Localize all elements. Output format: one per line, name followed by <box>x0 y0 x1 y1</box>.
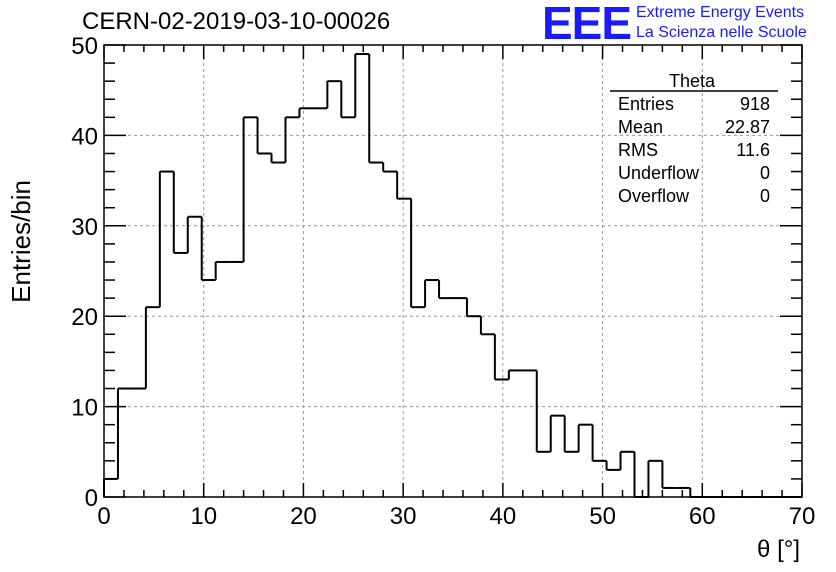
histogram-bin <box>438 280 453 300</box>
y-tick-label: 50 <box>71 33 98 60</box>
histogram-bin <box>396 171 412 200</box>
histogram-bin <box>186 215 202 253</box>
plot-frame <box>103 44 803 498</box>
x-tick-label: 60 <box>689 503 716 530</box>
axis-ticks <box>103 44 803 498</box>
run-title: CERN-02-2019-03-10-00026 <box>82 8 391 35</box>
grid-lines <box>104 44 802 497</box>
histogram-bin <box>605 460 621 471</box>
stats-label: Underflow <box>618 163 700 183</box>
y-tick-label: 30 <box>71 214 98 241</box>
eee-logo: EEE <box>542 0 632 49</box>
y-axis-label: Entries/bin <box>6 180 36 303</box>
logo-subtitle-line1: Extreme Energy Events <box>636 4 805 21</box>
histogram-bin <box>326 80 342 109</box>
histogram-bin <box>116 387 132 479</box>
stats-label: Mean <box>618 117 663 137</box>
histogram-bin <box>368 54 384 164</box>
stats-value: 918 <box>740 94 770 114</box>
histogram-bin <box>382 162 398 173</box>
histogram-bin <box>591 424 607 462</box>
histogram-bin <box>340 81 356 119</box>
stats-title: Theta <box>669 71 716 91</box>
histogram-bin <box>661 460 677 489</box>
histogram-bin <box>465 298 481 318</box>
x-tick-label: 0 <box>97 503 110 530</box>
y-tick-label: 20 <box>71 304 98 331</box>
x-tick-label: 20 <box>290 503 317 530</box>
stats-label: Overflow <box>618 186 690 206</box>
x-tick-label: 70 <box>789 503 816 530</box>
stats-value: 0 <box>760 186 770 206</box>
x-tick-label: 50 <box>589 503 616 530</box>
histogram-bin <box>563 415 579 453</box>
histogram-bin <box>479 316 495 336</box>
histogram-bin <box>256 117 272 155</box>
x-tick-labels: 0 10 20 30 40 50 60 70 <box>97 503 815 530</box>
histogram-bin <box>103 477 118 497</box>
stats-value: 22.87 <box>725 117 770 137</box>
x-tick-label: 40 <box>490 503 517 530</box>
histogram-bin <box>284 116 300 163</box>
logo-subtitle-line2: La Scienza nelle Scuole <box>636 24 807 41</box>
histogram-bin <box>242 116 258 262</box>
histogram-bin <box>354 53 370 118</box>
histogram-bin <box>158 170 174 308</box>
histogram-bin <box>535 370 551 453</box>
x-tick-label: 30 <box>390 503 417 530</box>
x-axis-label: θ [°] <box>757 536 800 563</box>
histogram-bin <box>507 369 523 380</box>
histogram-bin <box>493 334 509 381</box>
histogram-bin <box>298 107 314 118</box>
stats-box: Theta Entries 918 Mean 22.87 RMS 11.6 Underflo… <box>610 71 778 206</box>
histogram-bin <box>577 423 593 452</box>
stats-label: Entries <box>618 94 674 114</box>
stats-rows: Entries 918 Mean 22.87 RMS 11.6 Underflow 0 Over… <box>618 94 770 206</box>
histogram-bin <box>619 450 635 470</box>
histogram-bin <box>424 279 440 308</box>
histogram-bin <box>549 414 565 452</box>
histogram-bin <box>144 306 160 389</box>
histogram-bin <box>200 216 216 282</box>
histogram-bars <box>103 53 802 498</box>
histogram-bin <box>647 459 663 497</box>
histogram-bin <box>270 153 286 164</box>
stats-label: RMS <box>618 140 658 160</box>
y-tick-labels: 0 10 20 30 40 50 <box>71 33 98 512</box>
histogram-bin <box>214 260 230 281</box>
stats-value: 11.6 <box>736 140 770 160</box>
histogram-bin <box>633 451 649 498</box>
histogram-bin <box>410 198 426 309</box>
x-tick-label: 10 <box>190 503 217 530</box>
y-tick-label: 0 <box>85 485 98 512</box>
y-tick-label: 40 <box>71 123 98 150</box>
histogram-bin <box>172 171 188 254</box>
y-tick-label: 10 <box>71 395 98 422</box>
stats-value: 0 <box>760 163 770 183</box>
